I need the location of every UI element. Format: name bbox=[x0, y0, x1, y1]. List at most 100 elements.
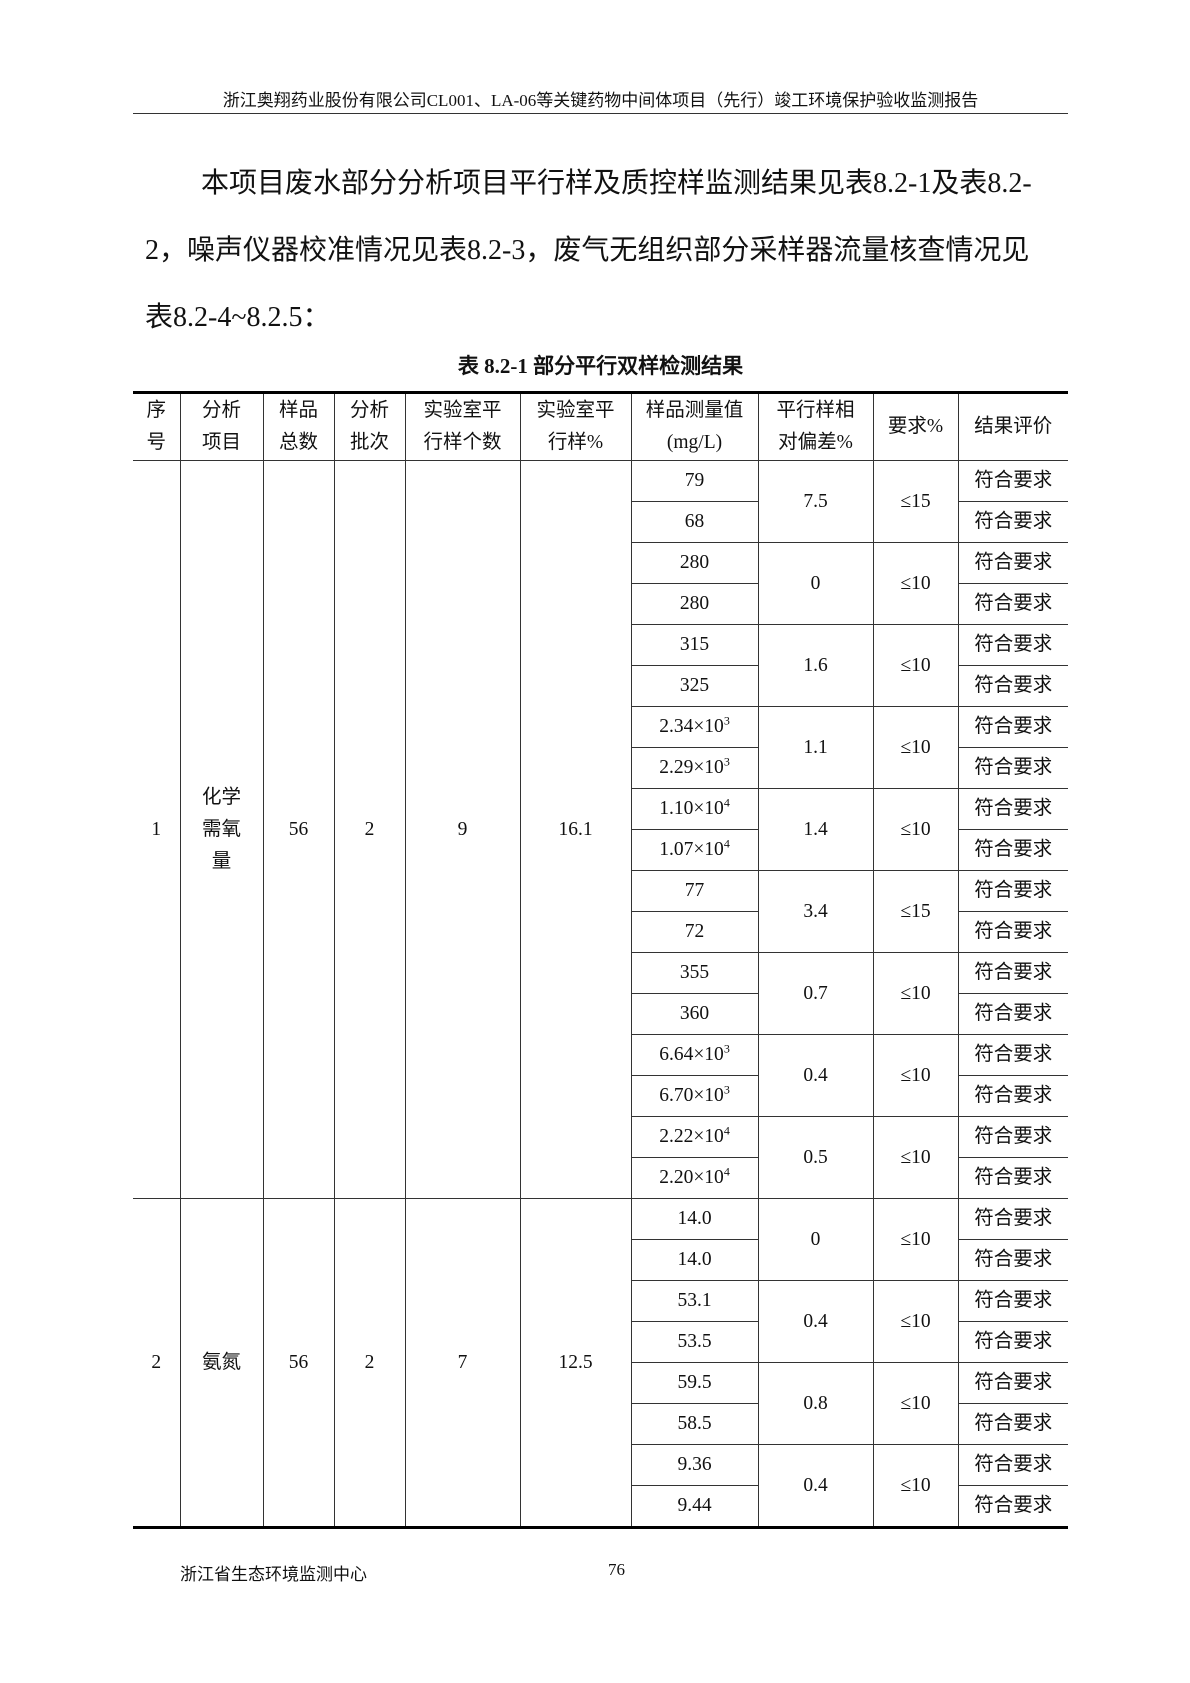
cell-evaluation: 符合要求 bbox=[957, 1362, 1068, 1404]
cell-measured-value: 280 bbox=[631, 583, 759, 625]
cell-evaluation: 符合要求 bbox=[957, 460, 1068, 502]
cell-relative-deviation: 3.4 bbox=[757, 870, 874, 953]
column-header: 序号 bbox=[133, 392, 181, 461]
cell-measured-value: 77 bbox=[631, 870, 759, 912]
column-header: 要求% bbox=[872, 392, 959, 461]
table-row: 280 0 ≤10 符合要求 bbox=[133, 542, 1068, 625]
cell-measured-value: 1.07×104 bbox=[631, 829, 759, 871]
table-caption: 表 8.2-1 部分平行双样检测结果 bbox=[457, 354, 744, 378]
cell-evaluation: 符合要求 bbox=[957, 706, 1068, 748]
table-row: 6.64×103 0.4 ≤10 符合要求 bbox=[133, 1034, 1068, 1117]
cell-requirement: ≤15 bbox=[872, 870, 959, 953]
column-header: 结果评价 bbox=[957, 392, 1068, 461]
table-row: 6.70×103 符合要求 bbox=[133, 1075, 1068, 1117]
cell-measured-value: 280 bbox=[631, 542, 759, 584]
cell-item: 化学 需氧量 bbox=[179, 460, 264, 1199]
cell-evaluation: 符合要求 bbox=[957, 952, 1068, 994]
cell-batches: 2 bbox=[333, 1198, 406, 1528]
table-row: 77 3.4 ≤15 符合要求 bbox=[133, 870, 1068, 953]
cell-relative-deviation: 0.5 bbox=[757, 1116, 874, 1199]
cell-relative-deviation: 0.4 bbox=[757, 1034, 874, 1117]
cell-requirement: ≤10 bbox=[872, 1362, 959, 1445]
cell-evaluation: 符合要求 bbox=[957, 1403, 1068, 1445]
table-row: 2.22×104 0.5 ≤10 符合要求 bbox=[133, 1116, 1068, 1199]
table-row: 355 0.7 ≤10 符合要求 bbox=[133, 952, 1068, 1035]
table-row: 53.1 0.4 ≤10 符合要求 bbox=[133, 1280, 1068, 1363]
cell-parallel-pct: 12.5 bbox=[519, 1198, 632, 1528]
column-header: 样品 总数 bbox=[262, 392, 335, 461]
cell-evaluation: 符合要求 bbox=[957, 1116, 1068, 1158]
cell-requirement: ≤15 bbox=[872, 460, 959, 543]
cell-measured-value: 360 bbox=[631, 993, 759, 1035]
cell-requirement: ≤10 bbox=[872, 1116, 959, 1199]
table-header-row: 序号分析 项目 样品 总数 分析 批次 实验室平 行样个数 实验室平 行样% 样品测量值 (mg/L)… bbox=[133, 392, 1068, 461]
column-header: 实验室平 行样个数 bbox=[404, 392, 521, 461]
cell-evaluation: 符合要求 bbox=[957, 1034, 1068, 1076]
cell-evaluation: 符合要求 bbox=[957, 624, 1068, 666]
cell-measured-value: 9.36 bbox=[631, 1444, 759, 1486]
column-header: 分析 批次 bbox=[333, 392, 406, 461]
running-header: 浙江奥翔药业股份有限公司CL001、LA-06等关键药物中间体项目（先行）竣工环… bbox=[222, 91, 979, 110]
cell-evaluation: 符合要求 bbox=[957, 1485, 1068, 1528]
header-rule bbox=[133, 113, 1068, 114]
cell-evaluation: 符合要求 bbox=[957, 583, 1068, 625]
cell-evaluation: 符合要求 bbox=[957, 1321, 1068, 1363]
column-header: 分析 项目 bbox=[179, 392, 264, 461]
cell-evaluation: 符合要求 bbox=[957, 542, 1068, 584]
table-row: 360 符合要求 bbox=[133, 993, 1068, 1035]
cell-requirement: ≤10 bbox=[872, 952, 959, 1035]
cell-requirement: ≤10 bbox=[872, 542, 959, 625]
page-number: 76 bbox=[608, 1560, 625, 1579]
cell-measured-value: 58.5 bbox=[631, 1403, 759, 1445]
cell-parallel-count: 7 bbox=[404, 1198, 521, 1528]
parallel-sample-table: 序号分析 项目 样品 总数 分析 批次 实验室平 行样个数 实验室平 行样% 样品测量值 (mg/L)… bbox=[133, 391, 1068, 1529]
cell-measured-value: 315 bbox=[631, 624, 759, 666]
cell-measured-value: 2.29×103 bbox=[631, 747, 759, 789]
table-row: 72 符合要求 bbox=[133, 911, 1068, 953]
cell-requirement: ≤10 bbox=[872, 1198, 959, 1281]
cell-evaluation: 符合要求 bbox=[957, 665, 1068, 707]
table-row: 2.29×103 符合要求 bbox=[133, 747, 1068, 789]
cell-relative-deviation: 0 bbox=[757, 1198, 874, 1281]
cell-evaluation: 符合要求 bbox=[957, 829, 1068, 871]
table-row: 53.5 符合要求 bbox=[133, 1321, 1068, 1363]
cell-measured-value: 325 bbox=[631, 665, 759, 707]
cell-relative-deviation: 0 bbox=[757, 542, 874, 625]
cell-measured-value: 2.20×104 bbox=[631, 1157, 759, 1199]
cell-evaluation: 符合要求 bbox=[957, 870, 1068, 912]
cell-measured-value: 79 bbox=[630, 460, 759, 502]
table-row: 68 符合要求 bbox=[133, 501, 1068, 543]
cell-relative-deviation: 0.7 bbox=[757, 952, 874, 1035]
cell-relative-deviation: 1.6 bbox=[757, 624, 874, 707]
cell-evaluation: 符合要求 bbox=[957, 1075, 1068, 1117]
cell-batches: 2 bbox=[333, 460, 406, 1199]
cell-measured-value: 6.64×103 bbox=[631, 1034, 759, 1076]
cell-relative-deviation: 0.8 bbox=[757, 1362, 874, 1445]
table-row: 1 化学 需氧量 56 2 9 16.1 79 7.5 ≤15 符合要求 bbox=[133, 460, 1068, 1199]
cell-measured-value: 14.0 bbox=[630, 1198, 759, 1240]
cell-parallel-count: 9 bbox=[404, 460, 521, 1199]
cell-no: 2 bbox=[133, 1198, 181, 1528]
cell-parallel-pct: 16.1 bbox=[519, 460, 632, 1199]
table-row: 2 氨氮 56 2 7 12.5 14.0 0 ≤10 符合要求 bbox=[133, 1198, 1068, 1528]
cell-measured-value: 14.0 bbox=[631, 1239, 759, 1281]
cell-evaluation: 符合要求 bbox=[957, 501, 1068, 543]
table-row: 59.5 0.8 ≤10 符合要求 bbox=[133, 1362, 1068, 1445]
cell-measured-value: 53.1 bbox=[631, 1280, 759, 1322]
table-row: 1.07×104 符合要求 bbox=[133, 829, 1068, 871]
cell-no: 1 bbox=[133, 460, 181, 1199]
cell-evaluation: 符合要求 bbox=[957, 993, 1068, 1035]
cell-relative-deviation: 7.5 bbox=[757, 460, 874, 543]
cell-total: 56 bbox=[262, 1198, 335, 1528]
table-row: 325 符合要求 bbox=[133, 665, 1068, 707]
cell-relative-deviation: 1.1 bbox=[757, 706, 874, 789]
table-row: 9.36 0.4 ≤10 符合要求 bbox=[133, 1444, 1068, 1528]
cell-measured-value: 59.5 bbox=[631, 1362, 759, 1404]
cell-evaluation: 符合要求 bbox=[957, 1280, 1068, 1322]
cell-measured-value: 9.44 bbox=[631, 1485, 759, 1528]
cell-measured-value: 53.5 bbox=[631, 1321, 759, 1363]
cell-measured-value: 6.70×103 bbox=[631, 1075, 759, 1117]
cell-total: 56 bbox=[262, 460, 335, 1199]
cell-item: 氨氮 bbox=[179, 1198, 264, 1528]
column-header: 实验室平 行样% bbox=[519, 392, 632, 461]
